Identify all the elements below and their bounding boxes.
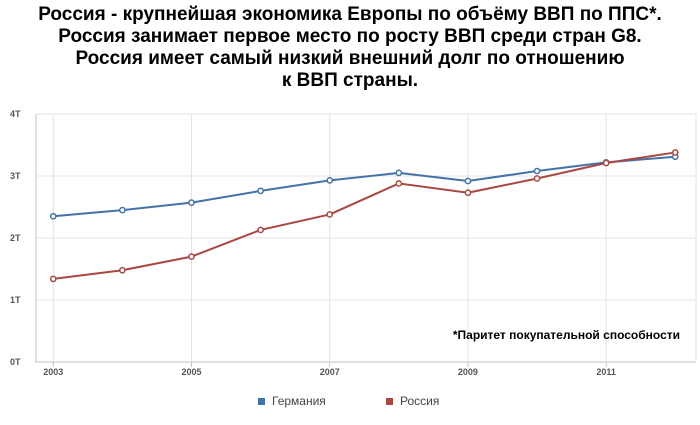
data-point [49,275,57,283]
series-line [53,155,676,218]
data-point [533,167,541,175]
series-1 [49,149,679,283]
y-tick-label: 1T [10,295,21,305]
data-point [326,211,334,218]
legend-label: Россия [400,394,439,408]
series-line [53,151,676,280]
y-tick-label: 4T [10,109,21,119]
y-axis-ticks: 0T 1T 2T 3T 4T [10,109,21,367]
chart-series [49,149,679,283]
data-point [257,187,264,195]
chart-legend: Германия Россия [258,394,439,408]
legend-swatch [386,398,393,405]
data-point [533,175,541,182]
title-line-1: Россия - крупнейшая экономика Европы по … [38,4,662,25]
series-0 [49,153,679,220]
data-point [188,199,195,207]
data-point [188,253,195,260]
data-point [464,177,472,185]
data-point [326,176,334,184]
y-tick-label: 3T [10,171,21,181]
data-point [395,169,403,177]
title-line-3: Россия имеет самый низкий внешний долг п… [75,48,625,69]
legend-label: Германия [272,394,326,408]
data-point [602,159,610,167]
data-point [671,149,679,156]
data-point [119,206,126,214]
data-point [464,189,472,197]
data-point [257,226,264,234]
data-point [119,266,126,274]
data-point [395,180,403,187]
x-tick-label: 2003 [43,367,63,377]
title-line-4: к ВВП страны. [281,70,419,91]
x-tick-label: 2009 [458,367,478,377]
y-tick-label: 0T [10,357,21,367]
x-tick-label: 2005 [181,367,201,377]
chart-title: Россия - крупнейшая экономика Европы по … [0,4,700,92]
x-tick-label: 2011 [596,367,616,377]
title-line-2: Россия занимает первое место по росту ВВ… [58,26,642,47]
y-tick-label: 2T [10,233,21,243]
data-point [49,212,57,220]
footnote: *Паритет покупательной способности [453,328,680,342]
legend-swatch [258,398,265,405]
x-axis-ticks: 2003 2005 2007 2009 2011 [43,367,616,377]
x-tick-label: 2007 [320,367,340,377]
